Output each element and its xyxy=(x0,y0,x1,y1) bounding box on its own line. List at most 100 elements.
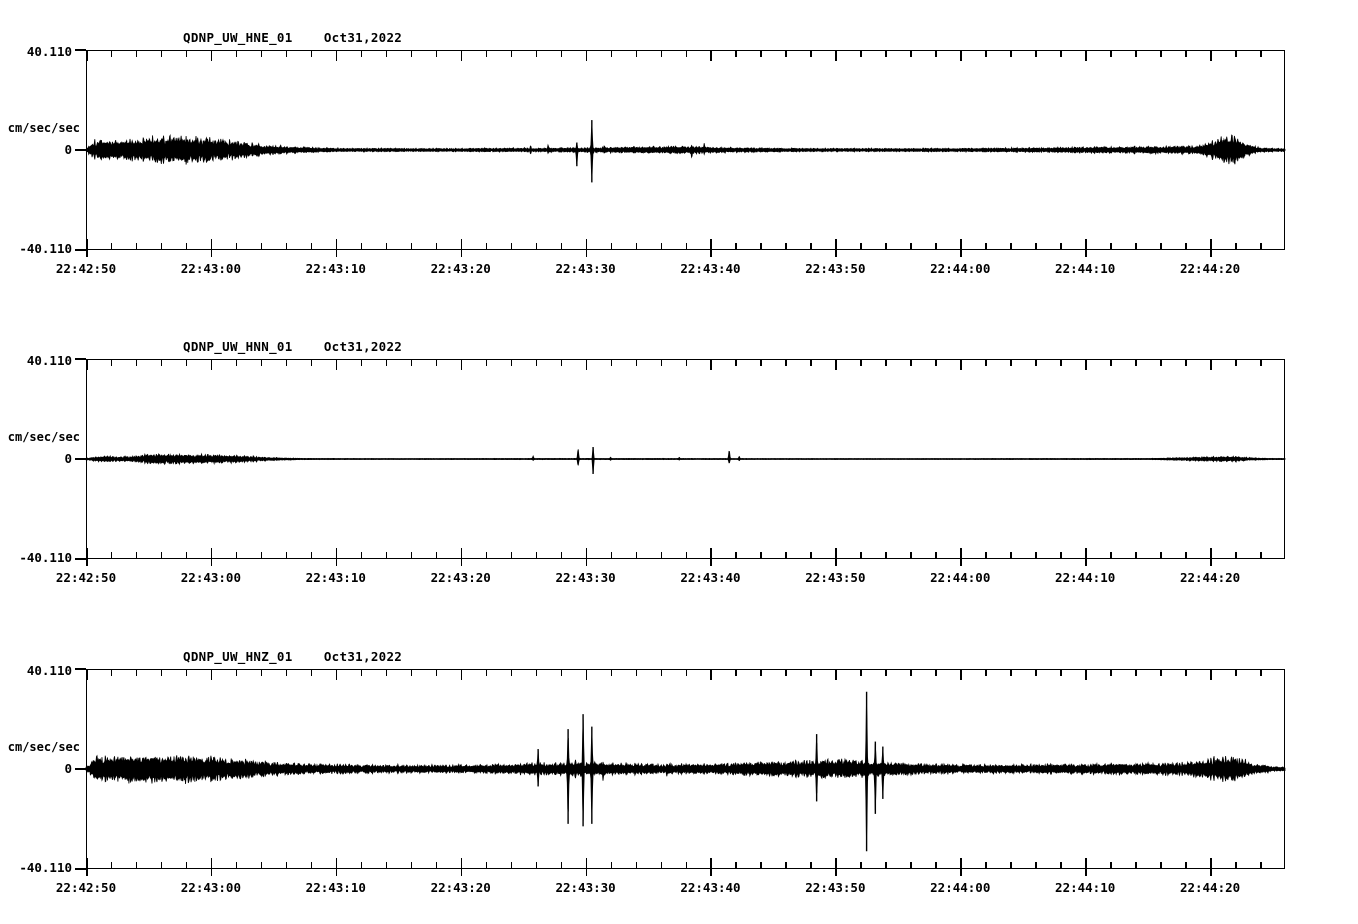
x-axis-tick-top xyxy=(885,359,887,366)
x-axis-major-tick-extension xyxy=(335,559,338,566)
x-axis-tick-top xyxy=(1110,669,1112,676)
x-axis-tick-bottom xyxy=(785,862,787,869)
x-axis-tick-top xyxy=(260,50,263,57)
x-axis-tick-bottom xyxy=(460,239,463,250)
panel-title-hnn: QDNP_UW_HNN_01 Oct31,2022 xyxy=(183,339,403,354)
x-axis-tick-bottom xyxy=(1185,243,1187,250)
x-axis-tick-label: 22:44:00 xyxy=(930,261,991,276)
x-axis-tick-top xyxy=(485,359,488,366)
x-axis-tick-label: 22:43:10 xyxy=(305,570,366,585)
x-axis-tick-top xyxy=(535,669,538,676)
x-axis-tick-top xyxy=(410,669,413,676)
x-axis-tick-bottom xyxy=(535,862,538,869)
x-axis-tick-top xyxy=(1060,50,1062,57)
panel-hnn: QDNP_UW_HNN_01 Oct31,2022 40.110 cm/sec/… xyxy=(0,309,1358,599)
x-axis-tick-top xyxy=(360,50,363,57)
x-axis-tick-bottom xyxy=(310,243,313,250)
x-axis-tick-bottom xyxy=(135,862,138,869)
x-axis-tick-top xyxy=(560,359,563,366)
x-axis-tick-top xyxy=(935,50,937,57)
x-axis-tick-bottom xyxy=(310,862,313,869)
x-axis-tick-bottom xyxy=(535,552,538,559)
x-axis-tick-bottom xyxy=(935,243,937,250)
x-axis-tick-top xyxy=(86,669,88,680)
x-axis-tick-top xyxy=(610,50,613,57)
x-axis-tick-bottom xyxy=(535,243,538,250)
x-axis-tick-top xyxy=(1235,669,1237,676)
x-axis-tick-bottom xyxy=(360,243,363,250)
x-axis-tick-bottom xyxy=(160,862,163,869)
x-axis-tick-top xyxy=(435,359,438,366)
x-axis-tick-bottom xyxy=(735,862,737,869)
x-axis-tick-bottom xyxy=(810,552,812,559)
x-axis-tick-label: 22:43:40 xyxy=(680,261,741,276)
x-axis-major-tick-extension xyxy=(585,250,588,257)
x-axis-tick-top xyxy=(335,359,338,370)
x-axis-tick-top xyxy=(910,359,912,366)
x-axis-tick-top xyxy=(1210,359,1212,370)
x-axis-tick-bottom xyxy=(1110,552,1112,559)
x-axis-tick-label: 22:43:10 xyxy=(305,880,366,895)
x-axis-tick-bottom xyxy=(610,243,613,250)
x-axis-tick-top xyxy=(385,669,388,676)
x-axis-major-tick-extension xyxy=(710,559,712,566)
x-axis-tick-top xyxy=(1185,359,1187,366)
x-axis-tick-top xyxy=(135,50,138,57)
x-axis-tick-top xyxy=(860,359,862,366)
x-axis-tick-bottom xyxy=(385,243,388,250)
x-axis-tick-bottom xyxy=(385,552,388,559)
x-axis-tick-top xyxy=(110,359,113,366)
y-axis-tick-max xyxy=(75,358,86,360)
x-axis-tick-top xyxy=(910,669,912,676)
x-axis-tick-top xyxy=(160,50,163,57)
x-axis-tick-top xyxy=(1160,50,1162,57)
x-axis-tick-top xyxy=(110,50,113,57)
x-axis-major-tick-extension xyxy=(585,559,588,566)
x-axis-tick-bottom xyxy=(760,552,762,559)
x-axis-tick-bottom xyxy=(335,548,338,559)
x-axis-tick-top xyxy=(210,359,213,370)
x-axis-tick-label: 22:43:30 xyxy=(555,570,616,585)
x-axis-tick-bottom xyxy=(485,862,488,869)
x-axis-tick-top xyxy=(1035,359,1037,366)
x-axis-tick-bottom xyxy=(410,552,413,559)
x-axis-tick-bottom xyxy=(360,552,363,559)
x-axis-tick-top xyxy=(86,50,88,61)
x-axis-tick-top xyxy=(835,359,837,370)
x-axis-tick-top xyxy=(535,50,538,57)
x-axis-tick-bottom xyxy=(585,548,588,559)
x-axis-tick-bottom xyxy=(160,552,163,559)
x-axis-tick-top xyxy=(460,359,463,370)
panel-hne: QDNP_UW_HNE_01 Oct31,2022 40.110 cm/sec/… xyxy=(0,0,1358,290)
x-axis-tick-top xyxy=(560,50,563,57)
x-axis-tick-bottom xyxy=(585,239,588,250)
x-axis-tick-bottom xyxy=(410,862,413,869)
x-axis-tick-label: 22:44:00 xyxy=(930,570,991,585)
x-axis-tick-top xyxy=(285,50,288,57)
y-axis-zero-label-hnz: 0 xyxy=(64,761,72,776)
x-axis-tick-top xyxy=(160,669,163,676)
x-axis-tick-top xyxy=(635,50,638,57)
x-axis-tick-top xyxy=(1135,359,1137,366)
x-axis-tick-label: 22:43:50 xyxy=(805,570,866,585)
x-axis-tick-top xyxy=(435,50,438,57)
y-axis-tick-zero xyxy=(75,458,86,460)
x-axis-tick-bottom xyxy=(660,552,663,559)
x-axis-major-tick-extension xyxy=(1210,250,1212,257)
x-axis-tick-top xyxy=(735,50,737,57)
x-axis-tick-top xyxy=(210,669,213,680)
x-axis-tick-bottom xyxy=(635,243,638,250)
x-axis-tick-top xyxy=(810,669,812,676)
x-axis-tick-top xyxy=(735,359,737,366)
x-axis-tick-bottom xyxy=(135,552,138,559)
x-axis-tick-bottom xyxy=(860,243,862,250)
x-axis-tick-top xyxy=(685,50,687,57)
x-axis-tick-bottom xyxy=(110,243,113,250)
x-axis-tick-top xyxy=(1260,669,1262,676)
x-axis-major-tick-extension xyxy=(460,869,463,876)
x-axis-tick-top xyxy=(1035,50,1037,57)
x-axis-tick-top xyxy=(735,669,737,676)
x-axis-tick-top xyxy=(1160,669,1162,676)
x-axis-tick-top xyxy=(310,50,313,57)
x-axis-tick-bottom xyxy=(510,862,513,869)
